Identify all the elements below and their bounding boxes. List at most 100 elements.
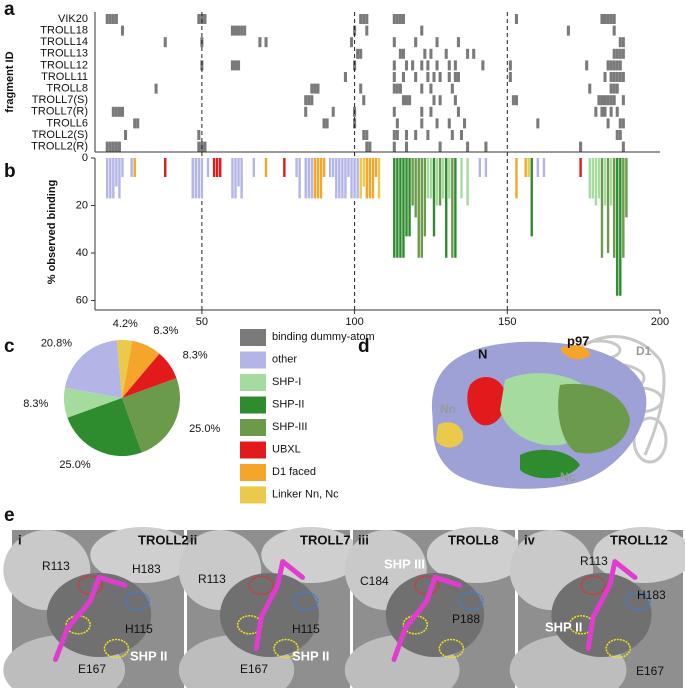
binding-block xyxy=(612,25,616,36)
residue: H115 xyxy=(125,622,153,636)
binding-block xyxy=(420,106,424,117)
bar xyxy=(597,158,601,199)
bar xyxy=(402,158,405,258)
binding-block xyxy=(612,60,616,71)
legend-swatch xyxy=(240,329,266,346)
panel-label: d xyxy=(358,336,370,357)
binding-block xyxy=(603,95,607,106)
binding-block xyxy=(450,130,454,140)
pocket xyxy=(46,573,152,657)
numeral: iv xyxy=(524,532,536,547)
binding-block xyxy=(429,83,433,94)
binding-block xyxy=(438,72,442,82)
binding-block xyxy=(508,60,512,71)
bar xyxy=(130,158,133,177)
bar xyxy=(478,158,482,177)
binding-block xyxy=(233,60,238,71)
row-label: TROLL12 xyxy=(40,59,88,71)
bar xyxy=(356,158,359,199)
binding-block xyxy=(392,106,396,117)
numeral: i xyxy=(18,532,22,547)
binding-block xyxy=(411,60,415,71)
bar xyxy=(579,158,582,177)
bar xyxy=(414,158,417,218)
binding-block xyxy=(432,95,436,106)
binding-block xyxy=(438,95,442,106)
surface xyxy=(90,527,195,583)
binding-block xyxy=(392,14,396,24)
bar xyxy=(234,158,237,199)
bar xyxy=(219,158,222,177)
binding-block xyxy=(621,141,625,152)
bar xyxy=(359,158,362,199)
bar xyxy=(460,158,463,199)
y-tick-label: 20 xyxy=(76,199,88,211)
bar xyxy=(536,158,540,177)
binding-block xyxy=(414,37,418,48)
residue: E167 xyxy=(78,662,106,676)
residue: R113 xyxy=(198,572,226,586)
bar xyxy=(622,158,625,258)
pie-slice xyxy=(67,398,142,456)
binding-block xyxy=(423,48,427,59)
bar xyxy=(445,158,448,258)
binding-block xyxy=(154,83,158,94)
x-tick-label: 100 xyxy=(345,316,363,328)
binding-block xyxy=(414,130,418,140)
row-label: TROLL6 xyxy=(46,117,88,129)
binding-block xyxy=(609,95,613,106)
binding-block xyxy=(350,37,354,48)
binding-block xyxy=(404,130,409,140)
binding-block xyxy=(621,37,625,48)
bar xyxy=(365,158,369,199)
binding-block xyxy=(414,72,418,82)
binding-block xyxy=(609,60,613,71)
binding-block xyxy=(426,72,430,82)
surface xyxy=(426,527,526,583)
binding-block xyxy=(420,118,424,129)
legend-swatch xyxy=(240,464,266,481)
residue: E167 xyxy=(636,664,664,678)
pie-slice xyxy=(122,378,180,453)
bar xyxy=(118,158,121,199)
binding-block xyxy=(401,48,405,59)
binding-block xyxy=(322,118,326,129)
binding-block xyxy=(456,37,460,48)
image-title: TROLL7 xyxy=(300,532,351,547)
ligand xyxy=(391,574,463,663)
binding-block xyxy=(615,130,619,140)
bar xyxy=(362,158,365,187)
slice-label: 8.3% xyxy=(23,398,48,410)
binding-block xyxy=(365,25,369,36)
bar xyxy=(353,158,356,199)
bar xyxy=(619,158,622,296)
binding-block xyxy=(197,130,201,140)
binding-block xyxy=(359,48,363,59)
row-label: TROLL7(R) xyxy=(31,106,88,118)
binding-block xyxy=(588,83,592,94)
density-mesh xyxy=(605,638,631,659)
bar xyxy=(603,158,607,206)
bar xyxy=(405,158,408,237)
legend-swatch xyxy=(240,374,266,391)
bar xyxy=(408,158,411,237)
binding-block xyxy=(108,14,112,24)
legend-swatch xyxy=(240,486,266,504)
bar xyxy=(396,158,399,258)
density-mesh xyxy=(124,591,151,611)
binding-block xyxy=(466,48,470,59)
binding-block xyxy=(612,14,616,24)
bar xyxy=(332,158,335,177)
binding-block xyxy=(230,60,234,71)
bar xyxy=(371,158,375,199)
row-label: TROLL2(R) xyxy=(31,141,88,153)
image-title: TROLL2 xyxy=(138,532,189,547)
bar xyxy=(524,158,527,177)
bar xyxy=(426,158,430,199)
residue: R113 xyxy=(42,559,70,573)
binding-block xyxy=(392,83,396,94)
bar xyxy=(484,158,488,177)
binding-block xyxy=(426,130,430,140)
binding-block xyxy=(365,141,369,152)
legend-label: other xyxy=(272,353,297,365)
